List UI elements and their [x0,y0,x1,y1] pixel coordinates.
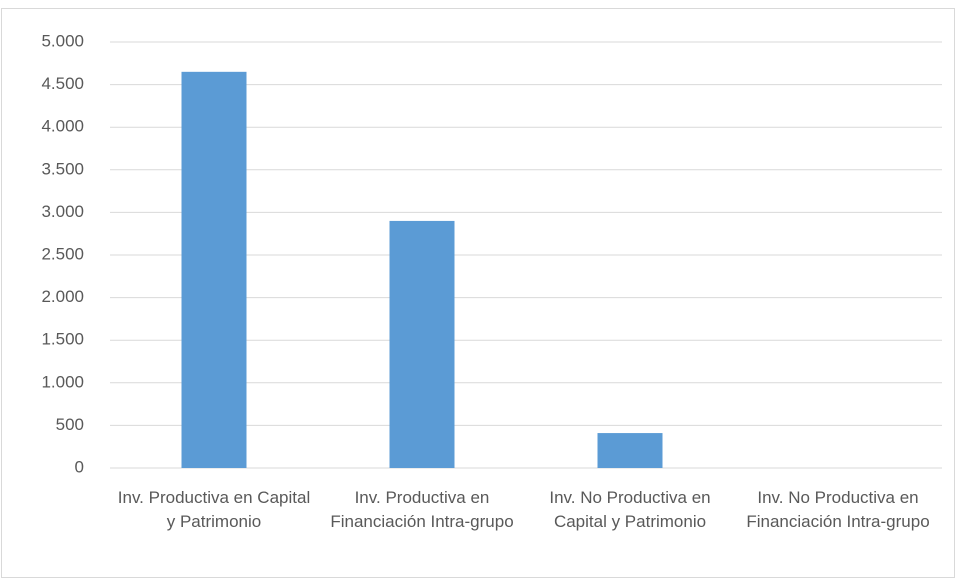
y-tick-label: 500 [56,415,84,434]
y-tick-label: 3.500 [41,159,84,178]
y-tick-label: 4.500 [41,74,84,93]
x-tick-label: Inv. Productiva en Capital y Patrimonio [117,488,311,531]
bar [389,220,455,468]
x-tick-label: Inv. Productiva en Financiación Intra-gr… [330,488,514,531]
y-tick-label: 1.500 [41,330,84,349]
y-tick-label: 3.000 [41,202,84,221]
bar [181,71,247,468]
y-tick-label: 5.000 [41,31,84,50]
y-tick-label: 2.500 [41,244,84,263]
x-tick-label: Inv. No Productiva en Capital y Patrimon… [549,488,711,531]
y-tick-label: 0 [75,457,84,476]
x-tick-label: Inv. No Productiva en Financiación Intra… [746,488,930,531]
y-tick-label: 2.000 [41,287,84,306]
y-tick-label: 1.000 [41,372,84,391]
chart-border [1,8,955,578]
y-tick-label: 4.000 [41,117,84,136]
bar [597,433,663,468]
